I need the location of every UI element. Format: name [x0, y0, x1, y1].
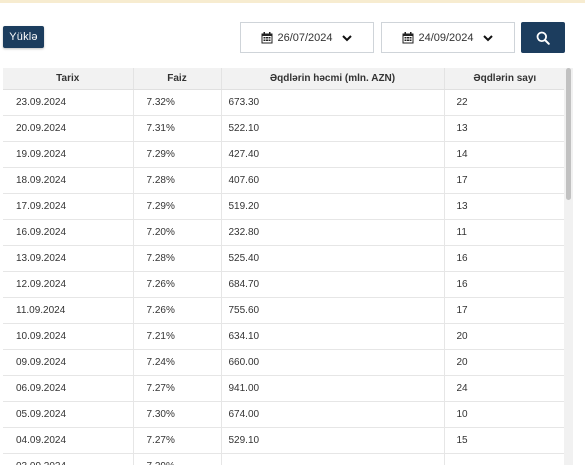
cell-volume: 232.80 — [221, 219, 445, 246]
cell-date: 13.09.2024 — [3, 245, 134, 272]
cell-rate: 7.29% — [133, 453, 222, 465]
cell-count: 20 — [444, 323, 565, 350]
table-row: 19.09.2024 7.29% 427.40 14 — [3, 141, 565, 168]
cell-date: 12.09.2024 — [3, 271, 134, 298]
cell-date: 03.09.2024 — [3, 453, 134, 465]
rates-table-container[interactable]: Tarix Faiz Əqdlərin həcmi (mln. AZN) Əqd… — [3, 68, 573, 465]
column-header-rate[interactable]: Faiz — [133, 68, 222, 90]
cell-date: 20.09.2024 — [3, 115, 134, 142]
date-to-value: 24/09/2024 — [418, 31, 474, 44]
search-button[interactable] — [521, 22, 565, 53]
rates-table: Tarix Faiz Əqdlərin həcmi (mln. AZN) Əqd… — [3, 68, 565, 465]
column-header-count[interactable]: Əqdlərin sayı — [444, 68, 565, 90]
calendar-icon — [402, 31, 414, 43]
cell-volume: 427.40 — [221, 141, 445, 168]
cell-rate: 7.28% — [133, 245, 222, 272]
top-accent-bar — [0, 0, 585, 3]
cell-date: 11.09.2024 — [3, 297, 134, 324]
cell-rate: 7.27% — [133, 427, 222, 454]
date-to-picker[interactable]: 24/09/2024 — [381, 22, 515, 53]
calendar-icon — [261, 31, 273, 43]
table-row: 06.09.2024 7.27% 941.00 24 — [3, 375, 565, 402]
column-header-date[interactable]: Tarix — [3, 68, 134, 90]
cell-count: 17 — [444, 167, 565, 194]
cell-rate: 7.24% — [133, 349, 222, 376]
cell-date: 09.09.2024 — [3, 349, 134, 376]
cell-rate: 7.30% — [133, 401, 222, 428]
table-row: 16.09.2024 7.20% 232.80 11 — [3, 219, 565, 246]
cell-count: 13 — [444, 115, 565, 142]
cell-rate: 7.26% — [133, 297, 222, 324]
cell-volume: 674.00 — [221, 401, 445, 428]
cell-volume — [221, 453, 445, 465]
date-from-picker[interactable]: 26/07/2024 — [240, 22, 374, 53]
table-row: 09.09.2024 7.24% 660.00 20 — [3, 349, 565, 376]
cell-count: 16 — [444, 245, 565, 272]
cell-volume: 660.00 — [221, 349, 445, 376]
cell-volume: 941.00 — [221, 375, 445, 402]
table-row: 12.09.2024 7.26% 684.70 16 — [3, 271, 565, 298]
cell-date: 17.09.2024 — [3, 193, 134, 220]
cell-volume: 634.10 — [221, 323, 445, 350]
cell-date: 06.09.2024 — [3, 375, 134, 402]
cell-date: 05.09.2024 — [3, 401, 134, 428]
cell-volume: 525.40 — [221, 245, 445, 272]
search-icon — [536, 31, 550, 45]
table-row: 11.09.2024 7.26% 755.60 17 — [3, 297, 565, 324]
cell-count — [444, 453, 565, 465]
table-header-row: Tarix Faiz Əqdlərin həcmi (mln. AZN) Əqd… — [3, 68, 565, 90]
table-row: 13.09.2024 7.28% 525.40 16 — [3, 245, 565, 272]
cell-date: 04.09.2024 — [3, 427, 134, 454]
scrollbar-thumb[interactable] — [566, 68, 571, 200]
table-row: 05.09.2024 7.30% 674.00 10 — [3, 401, 565, 428]
upload-button[interactable]: Yüklə — [3, 26, 44, 48]
cell-count: 22 — [444, 89, 565, 116]
table-row: 10.09.2024 7.21% 634.10 20 — [3, 323, 565, 350]
cell-date: 10.09.2024 — [3, 323, 134, 350]
cell-count: 11 — [444, 219, 565, 246]
cell-rate: 7.29% — [133, 193, 222, 220]
cell-count: 20 — [444, 349, 565, 376]
cell-rate: 7.21% — [133, 323, 222, 350]
cell-count: 15 — [444, 427, 565, 454]
table-row: 20.09.2024 7.31% 522.10 13 — [3, 115, 565, 142]
cell-rate: 7.27% — [133, 375, 222, 402]
cell-count: 10 — [444, 401, 565, 428]
cell-count: 14 — [444, 141, 565, 168]
cell-rate: 7.20% — [133, 219, 222, 246]
cell-rate: 7.26% — [133, 271, 222, 298]
cell-rate: 7.32% — [133, 89, 222, 116]
cell-count: 13 — [444, 193, 565, 220]
cell-rate: 7.29% — [133, 141, 222, 168]
cell-rate: 7.28% — [133, 167, 222, 194]
cell-date: 23.09.2024 — [3, 89, 134, 116]
cell-count: 17 — [444, 297, 565, 324]
table-row: 04.09.2024 7.27% 529.10 15 — [3, 427, 565, 454]
table-scrollbar[interactable] — [564, 68, 573, 465]
cell-volume: 522.10 — [221, 115, 445, 142]
cell-volume: 673.30 — [221, 89, 445, 116]
cell-count: 16 — [444, 271, 565, 298]
chevron-down-icon — [482, 34, 493, 41]
cell-date: 16.09.2024 — [3, 219, 134, 246]
cell-volume: 529.10 — [221, 427, 445, 454]
table-row: 23.09.2024 7.32% 673.30 22 — [3, 89, 565, 116]
chevron-down-icon — [341, 34, 352, 41]
cell-rate: 7.31% — [133, 115, 222, 142]
date-from-value: 26/07/2024 — [277, 31, 333, 44]
column-header-volume[interactable]: Əqdlərin həcmi (mln. AZN) — [221, 68, 445, 90]
table-row: 18.09.2024 7.28% 407.60 17 — [3, 167, 565, 194]
cell-volume: 684.70 — [221, 271, 445, 298]
table-row: 17.09.2024 7.29% 519.20 13 — [3, 193, 565, 220]
cell-volume: 519.20 — [221, 193, 445, 220]
filter-toolbar: Yüklə 26/07/2024 — [0, 22, 585, 56]
cell-date: 18.09.2024 — [3, 167, 134, 194]
cell-volume: 755.60 — [221, 297, 445, 324]
cell-volume: 407.60 — [221, 167, 445, 194]
cell-count: 24 — [444, 375, 565, 402]
cell-date: 19.09.2024 — [3, 141, 134, 168]
